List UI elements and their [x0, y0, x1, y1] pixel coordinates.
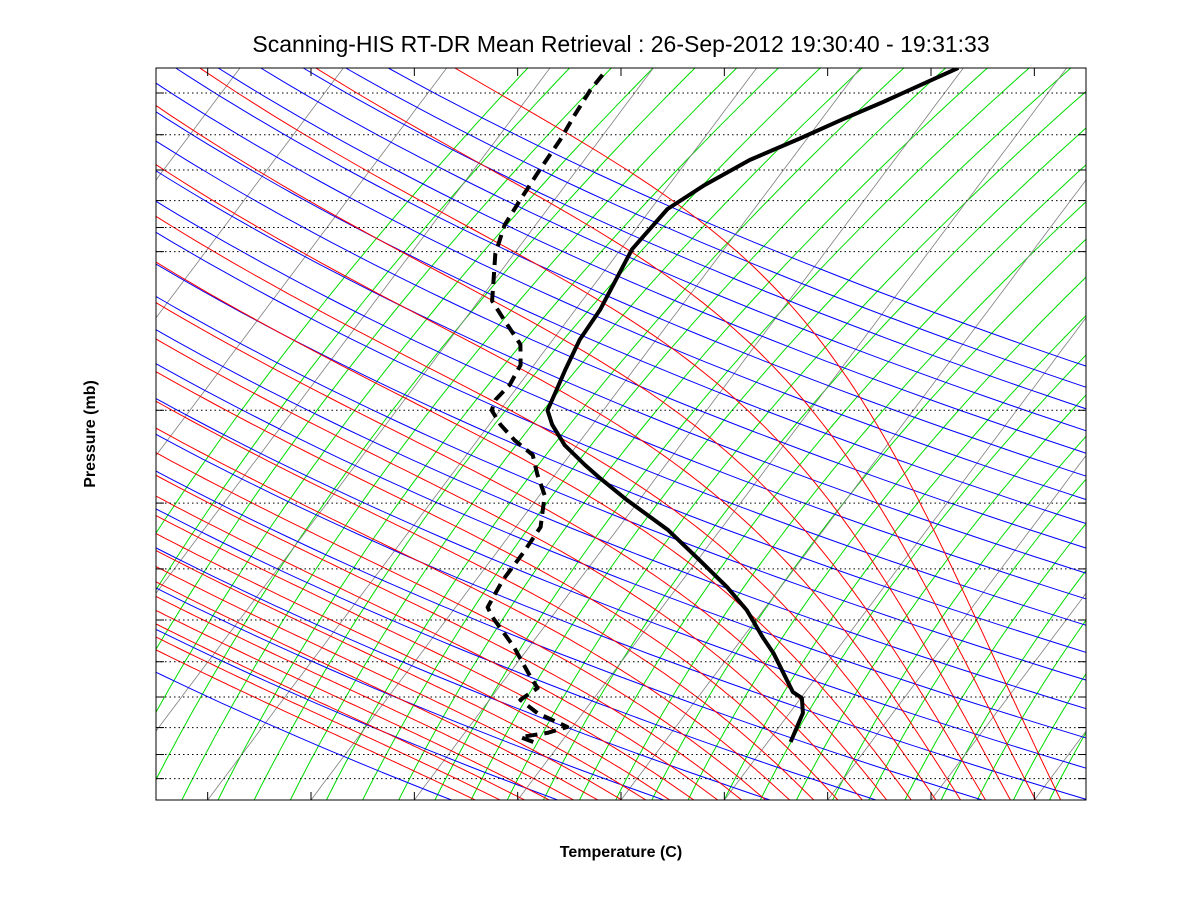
mixing-ratio-line [362, 68, 947, 800]
dry-adiabat-line [156, 82, 1086, 501]
isotherm-line [156, 68, 551, 594]
moist-adiabat-line [156, 400, 815, 800]
dry-adiabat-line [259, 68, 1086, 432]
moist-adiabat-line [156, 623, 526, 800]
moist-adiabat-line [156, 649, 477, 800]
mixing-ratio-line [723, 314, 1086, 800]
mixing-ratio-line [759, 354, 1086, 800]
moist-adiabat-line [156, 104, 987, 800]
dry-adiabat-line [156, 329, 1086, 710]
isotherm-line [723, 317, 1086, 800]
dry-adiabat-line [156, 363, 1086, 739]
dry-adiabat-line [387, 68, 1086, 367]
dry-adiabat-line [344, 68, 1086, 388]
moist-adiabat-line [156, 427, 791, 800]
moist-adiabat-line [156, 474, 743, 800]
dry-adiabat-line [156, 263, 1086, 653]
mixing-ratio-line [1012, 672, 1086, 800]
moist-adiabat-line [199, 68, 1011, 800]
moist-adiabat-line [156, 636, 502, 800]
mixing-ratio-line [181, 68, 738, 800]
dry-adiabat-line [302, 68, 1086, 410]
y-axis [156, 92, 1086, 780]
mixing-ratio-line [940, 569, 1086, 800]
profiles [485, 68, 960, 744]
mixing-ratio-line [289, 68, 863, 800]
dry-adiabat-line [156, 547, 772, 800]
moist-adiabat-line [454, 68, 1062, 800]
isotherm-line [930, 592, 1086, 800]
mixing-ratio-line [542, 127, 1086, 800]
mixing-ratio-line [398, 68, 989, 800]
mixing-ratio-line [687, 276, 1086, 800]
moist-adiabat-line [156, 495, 719, 800]
mixing-ratio-line [651, 238, 1086, 800]
dry-adiabat-line [156, 111, 1086, 525]
temperature-profile-line [545, 68, 960, 743]
x-axis-label: Temperature (C) [560, 844, 682, 861]
mixing-ratio-line [976, 619, 1086, 800]
mixing-ratio-line [578, 164, 1086, 800]
dry-adiabat-line [156, 170, 1086, 574]
chart-title: Scanning-HIS RT-DR Mean Retrieval : 26-S… [252, 31, 989, 57]
dry-adiabat-line [217, 68, 1086, 454]
moist-adiabat-line [156, 565, 623, 800]
gridlines [156, 92, 1086, 780]
moist-adiabat-line [156, 609, 551, 800]
isotherm-line [827, 454, 1086, 800]
mixing-ratio-line [795, 394, 1086, 800]
dry-adiabat-line [156, 140, 1086, 549]
mixing-ratio-line [615, 201, 1086, 800]
moist-adiabat-line [156, 371, 839, 800]
mixing-ratio-line [217, 68, 780, 800]
moist-adiabat-line [156, 581, 599, 800]
moist-adiabat-line [156, 595, 575, 800]
mixing-ratio-line [156, 68, 613, 651]
isotherm-line [207, 68, 758, 800]
dewpoint-profile-line [485, 70, 607, 744]
isotherm-line [310, 68, 861, 800]
dry-adiabat-line [174, 68, 1086, 477]
moist-adiabat-line [156, 164, 962, 800]
moist-adiabat-line [156, 302, 888, 800]
dry-adiabat-line [156, 200, 1086, 600]
isotherm-line [620, 179, 1086, 800]
dry-adiabat-line [156, 628, 560, 800]
mixing-ratio-line [434, 68, 1030, 800]
moist-adiabat-line [156, 532, 671, 800]
background-lines [156, 68, 1086, 800]
moist-adiabat-line [156, 549, 647, 800]
mixing-ratio-line [868, 478, 1086, 800]
mixing-ratio-line [470, 68, 1072, 800]
mixing-ratio-line [253, 68, 822, 800]
isotherm-line [156, 68, 241, 181]
mixing-ratio-line [904, 522, 1086, 800]
dry-adiabat-line [156, 433, 1086, 800]
isotherm-line [413, 68, 964, 800]
isotherm-line [156, 68, 448, 457]
dry-adiabat-line [156, 671, 453, 800]
isotherm-line [156, 68, 654, 732]
moist-adiabat-line [156, 514, 695, 800]
x-axis [207, 68, 1035, 800]
dry-adiabat-line [156, 295, 1086, 681]
dry-adiabat-line [156, 470, 984, 800]
moist-adiabat-line [156, 452, 767, 800]
mixing-ratio-line [325, 68, 905, 800]
mixing-ratio-line [156, 68, 529, 534]
mixing-ratio-line [832, 435, 1086, 800]
dry-adiabat-line [156, 587, 666, 800]
moist-adiabat-line [156, 215, 937, 800]
moist-adiabat-line [156, 261, 912, 800]
y-axis-label: Pressure (mb) [82, 380, 99, 488]
dry-adiabat-line [156, 397, 1086, 769]
dry-adiabat-line [156, 508, 878, 800]
isotherm-line [156, 68, 344, 319]
mixing-ratio-line [156, 68, 654, 714]
moist-adiabat-line [156, 338, 863, 800]
moist-adiabat-line [314, 68, 1037, 800]
mixing-ratio-line [506, 90, 1086, 800]
